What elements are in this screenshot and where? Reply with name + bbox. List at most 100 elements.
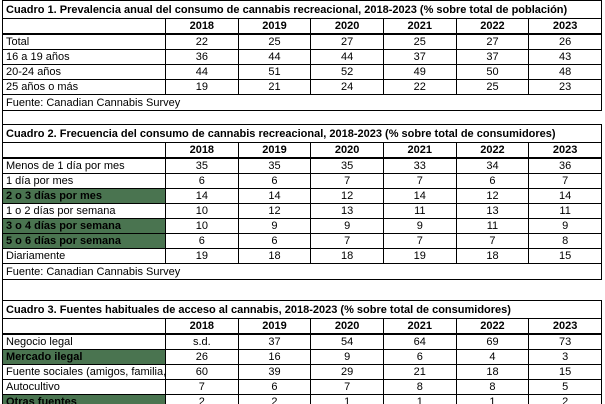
- table-row: Otras fuentes 2 2 1 1 1 2: [2, 394, 602, 404]
- cell-value: 36: [165, 49, 239, 65]
- cell-value: 21: [237, 79, 312, 95]
- year-header: 2019: [237, 142, 312, 159]
- cell-value: 10: [165, 203, 239, 219]
- corner-cell: [2, 318, 166, 335]
- table-row: 25 años o más 19 21 24 22 25 23: [2, 79, 602, 95]
- cell-value: 25: [455, 79, 530, 95]
- year-header: 2020: [310, 318, 384, 335]
- cell-value: 22: [165, 33, 239, 50]
- cell-value: 10: [165, 218, 239, 234]
- table-row: 20-24 años 44 51 52 49 50 48: [2, 64, 602, 80]
- cell-value: 7: [382, 173, 457, 189]
- cell-value: 5: [528, 379, 602, 395]
- cell-value: 23: [528, 79, 602, 95]
- cell-value: 19: [165, 248, 239, 264]
- cell-value: 29: [310, 364, 384, 380]
- row-label: Autocultivo: [2, 379, 166, 395]
- table-row: 1 o 2 días por semana 10 12 13 11 13 11: [2, 203, 602, 219]
- cell-value: 18: [310, 248, 384, 264]
- cell-value: 9: [382, 218, 457, 234]
- cell-value: 12: [310, 188, 384, 204]
- cell-value: 26: [528, 33, 602, 50]
- table-cuadro-2: Cuadro 2. Frecuencia del consumo de cann…: [2, 124, 602, 280]
- row-label: 16 a 19 años: [2, 49, 166, 65]
- cell-value: 6: [237, 379, 312, 395]
- cell-value: 8: [455, 379, 530, 395]
- row-label: 1 día por mes: [2, 173, 166, 189]
- table-cuadro-3: Cuadro 3. Fuentes habituales de acceso a…: [2, 300, 602, 404]
- cell-value: 8: [528, 233, 602, 249]
- cell-value: 43: [528, 49, 602, 65]
- year-header: 2018: [165, 18, 239, 35]
- cell-value: 7: [165, 379, 239, 395]
- year-header: 2021: [382, 18, 457, 35]
- cell-value: 51: [237, 64, 312, 80]
- cell-value: 7: [310, 173, 384, 189]
- cell-value: 34: [455, 157, 530, 174]
- cell-value: 7: [310, 379, 384, 395]
- cell-value: 73: [528, 333, 602, 350]
- row-label: Menos de 1 día por mes: [2, 157, 166, 174]
- cell-value: 2: [528, 394, 602, 404]
- cell-value: 7: [528, 173, 602, 189]
- table-row: Mercado ilegal 26 16 9 6 4 3: [2, 349, 602, 365]
- cell-value: 4: [455, 349, 530, 365]
- cell-value: 15: [528, 248, 602, 264]
- cell-value: 13: [310, 203, 384, 219]
- row-label-highlighted: 2 o 3 días por mes: [2, 188, 166, 204]
- cell-value: 25: [382, 33, 457, 50]
- corner-cell: [2, 142, 166, 159]
- cell-value: 9: [528, 218, 602, 234]
- year-header: 2023: [528, 18, 602, 35]
- cell-value: 1: [382, 394, 457, 404]
- cell-value: 14: [165, 188, 239, 204]
- year-header: 2019: [237, 18, 312, 35]
- cell-value: 7: [310, 233, 384, 249]
- cell-value: 6: [237, 233, 312, 249]
- cell-value: 7: [382, 233, 457, 249]
- cell-value: 37: [455, 49, 530, 65]
- cell-value: 36: [528, 157, 602, 174]
- cell-value: 11: [382, 203, 457, 219]
- table-cuadro-1: Cuadro 1. Prevalencia anual del consumo …: [2, 0, 602, 111]
- cell-value: 3: [528, 349, 602, 365]
- table-row: 16 a 19 años 36 44 44 37 37 43: [2, 49, 602, 65]
- cell-value: 26: [165, 349, 239, 365]
- cell-value: 14: [528, 188, 602, 204]
- cell-value: 37: [237, 333, 312, 350]
- cell-value: 25: [237, 33, 312, 50]
- table-row: 5 o 6 días por semana 6 6 7 7 7 8: [2, 233, 602, 249]
- table-row: 3 o 4 días por semana 10 9 9 9 11 9: [2, 218, 602, 234]
- cell-value: 14: [382, 188, 457, 204]
- cell-value: 14: [237, 188, 312, 204]
- cell-value: 6: [165, 173, 239, 189]
- cell-value: 9: [310, 218, 384, 234]
- row-label-highlighted: Mercado ilegal: [2, 349, 166, 365]
- cell-value: 54: [310, 333, 384, 350]
- row-label: Diariamente: [2, 248, 166, 264]
- cell-value: 44: [165, 64, 239, 80]
- cell-value: 19: [165, 79, 239, 95]
- cell-value: 7: [455, 233, 530, 249]
- year-header: 2018: [165, 318, 239, 335]
- cell-value: 37: [382, 49, 457, 65]
- row-label: Total: [2, 33, 166, 50]
- row-label: Fuente sociales (amigos, familia, etc.): [2, 364, 166, 380]
- table-row: 2 o 3 días por mes 14 14 12 14 12 14: [2, 188, 602, 204]
- cell-value: 27: [310, 33, 384, 50]
- cell-value: 49: [382, 64, 457, 80]
- cell-value: 11: [455, 218, 530, 234]
- cell-value: 35: [310, 157, 384, 174]
- row-label-highlighted: 3 o 4 días por semana: [2, 218, 166, 234]
- cell-value: 18: [455, 248, 530, 264]
- row-label: 25 años o más: [2, 79, 166, 95]
- cell-value: 2: [237, 394, 312, 404]
- cell-value: 6: [165, 233, 239, 249]
- year-header: 2023: [528, 318, 602, 335]
- row-label: 1 o 2 días por semana: [2, 203, 166, 219]
- cell-value: 13: [455, 203, 530, 219]
- cell-value: 44: [237, 49, 312, 65]
- cell-value: 18: [237, 248, 312, 264]
- cell-value: 35: [237, 157, 312, 174]
